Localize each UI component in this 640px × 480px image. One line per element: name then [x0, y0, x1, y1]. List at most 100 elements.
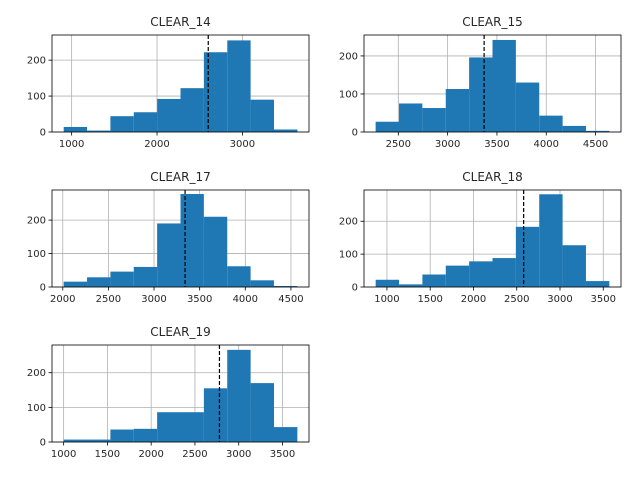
histogram-bar: [562, 125, 586, 132]
x-tick-label: 3000: [226, 449, 251, 460]
y-tick-label: 0: [40, 438, 46, 449]
panel-clear-19: CLEAR_19 1000 1500 2000 2500 3000 3500 0 100 200: [27, 325, 310, 460]
x-tick-label: 4000: [233, 294, 258, 305]
panel-clear-14: CLEAR_14 1000 2000 3000 0 100 200: [27, 15, 310, 150]
histogram-bar: [492, 39, 516, 132]
y-tick-label: 200: [339, 217, 358, 228]
x-tick-label: 4500: [583, 139, 608, 150]
histogram-bar: [445, 265, 470, 287]
histogram-bar: [250, 99, 274, 132]
histogram-bar: [562, 245, 586, 287]
histogram-bar: [422, 274, 446, 287]
y-tick-label: 0: [352, 283, 358, 294]
histogram-bar: [422, 108, 446, 132]
y-tick-label: 100: [27, 403, 46, 414]
histogram-bar: [133, 266, 158, 287]
x-tick-label: 1000: [51, 449, 76, 460]
panel-clear-15: CLEAR_15 2500 3000 3500 4000 4500 0 100 200: [339, 15, 622, 150]
histogram-bar: [445, 89, 470, 132]
x-tick-label: 3000: [230, 139, 255, 150]
histogram-bar: [133, 428, 158, 442]
y-tick-label: 200: [27, 56, 46, 67]
panel-title: CLEAR_18: [462, 170, 522, 184]
histogram-bar: [157, 223, 181, 287]
histogram-bar: [133, 112, 158, 132]
histogram-bar: [110, 429, 134, 442]
histogram-bar: [469, 57, 493, 132]
x-tick-label: 2500: [182, 449, 207, 460]
x-tick-label: 2000: [144, 139, 169, 150]
histogram-bar: [203, 388, 228, 442]
histogram-bar: [227, 40, 251, 133]
histogram-bar: [180, 412, 204, 442]
panel-clear-18: CLEAR_18 1000 1500 2000 2500 3000 3500 0 100 200: [339, 170, 622, 305]
x-tick-label: 2500: [504, 294, 529, 305]
x-tick-label: 1000: [374, 294, 399, 305]
x-tick-label: 1000: [59, 139, 84, 150]
histogram-bars: [63, 194, 298, 287]
histogram-bar: [273, 129, 298, 132]
y-tick-label: 0: [40, 128, 46, 139]
histogram-bar: [273, 285, 298, 287]
histogram-bar: [87, 439, 111, 442]
histogram-bar: [515, 82, 540, 132]
x-tick-label: 2000: [50, 294, 75, 305]
histogram-bar: [539, 194, 563, 287]
histogram-bars: [63, 40, 298, 133]
histogram-bars: [63, 349, 298, 442]
histogram-bar: [250, 280, 274, 287]
histogram-bar: [203, 216, 228, 287]
histogram-bar: [63, 439, 88, 442]
panel-title: CLEAR_15: [462, 15, 522, 29]
y-tick-label: 100: [27, 249, 46, 260]
histogram-bar: [515, 226, 540, 287]
histogram-bar: [180, 194, 204, 287]
panel-title: CLEAR_14: [150, 15, 210, 29]
histogram-bar: [227, 266, 251, 287]
x-tick-label: 2000: [138, 449, 163, 460]
y-tick-label: 200: [27, 216, 46, 227]
histogram-bar: [157, 412, 181, 442]
histogram-bar: [250, 383, 274, 442]
axes-frame: [51, 189, 310, 288]
x-tick-label: 2500: [386, 139, 411, 150]
axes-frame: [51, 344, 310, 443]
histogram-bar: [180, 88, 204, 132]
x-tick-label: 2000: [461, 294, 486, 305]
x-tick-label: 3500: [484, 139, 509, 150]
y-tick-label: 100: [339, 250, 358, 261]
y-tick-label: 0: [352, 128, 358, 139]
x-tick-label: 3500: [270, 449, 295, 460]
histogram-bar: [539, 115, 563, 132]
y-tick-label: 200: [339, 51, 358, 62]
histogram-bar: [63, 281, 88, 287]
histogram-bar: [203, 52, 228, 132]
x-tick-label: 4000: [534, 139, 559, 150]
x-tick-label: 1500: [417, 294, 442, 305]
histogram-bars: [375, 194, 610, 287]
histogram-bars: [375, 39, 610, 132]
panel-title: CLEAR_17: [150, 170, 210, 184]
y-tick-label: 100: [339, 89, 358, 100]
histogram-bar: [157, 98, 181, 132]
y-tick-label: 100: [27, 92, 46, 103]
histogram-bar: [399, 103, 423, 132]
x-tick-label: 3000: [435, 139, 460, 150]
y-tick-label: 200: [27, 368, 46, 379]
x-tick-label: 3500: [187, 294, 212, 305]
histogram-bar: [63, 126, 88, 132]
histogram-bar: [227, 349, 251, 442]
axes-frame: [363, 189, 622, 288]
histogram-bar: [87, 130, 111, 132]
x-tick-label: 1500: [95, 449, 120, 460]
histogram-bar: [375, 121, 400, 132]
x-tick-label: 3000: [141, 294, 166, 305]
panel-clear-17: CLEAR_17 2000 2500 3000 3500 4000 4500 0 100 200: [27, 170, 310, 305]
histogram-bar: [273, 427, 298, 442]
panel-title: CLEAR_19: [150, 325, 210, 339]
y-tick-label: 0: [40, 283, 46, 294]
axes-frame: [51, 34, 310, 133]
histogram-bar: [110, 271, 134, 287]
histogram-bar: [399, 284, 423, 287]
